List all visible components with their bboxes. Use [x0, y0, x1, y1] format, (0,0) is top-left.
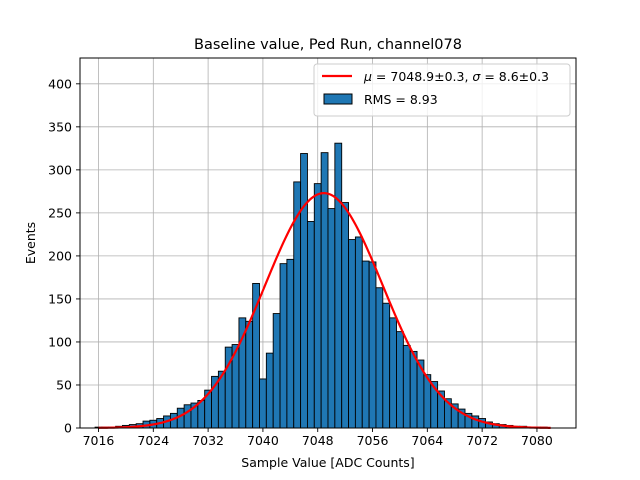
- histogram-bar: [389, 317, 397, 429]
- gaussian-fit-line: [98, 192, 551, 429]
- x-tick-label: 7024: [137, 433, 169, 448]
- x-axis-label: Sample Value [ADC Counts]: [241, 455, 414, 470]
- y-tick-label: 150: [48, 291, 72, 306]
- y-axis-label: Events: [23, 222, 38, 264]
- histogram-bar: [396, 331, 404, 429]
- legend-mu-text: = 7048.9±0.3,: [372, 69, 472, 84]
- legend-histogram-label: RMS = 8.93: [364, 92, 438, 107]
- histogram-bar: [409, 350, 418, 429]
- histogram-bar: [279, 263, 288, 429]
- histogram-bar: [368, 261, 377, 429]
- histogram-bar: [327, 208, 336, 429]
- x-tick-label: 7080: [521, 433, 553, 448]
- histogram-bar: [402, 344, 411, 429]
- legend-box: [313, 63, 571, 117]
- legend-mu-symbol: μ: [363, 69, 372, 84]
- x-tick-label: 7040: [247, 433, 279, 448]
- chart-title: Baseline value, Ped Run, channel078: [194, 37, 462, 53]
- plot-frame: [79, 57, 577, 429]
- histogram-bar: [382, 302, 391, 429]
- gaussian-fit: [98, 192, 551, 429]
- histogram-bar: [245, 320, 254, 429]
- y-tick-label: 0: [64, 421, 72, 436]
- y-tick-label: 250: [48, 205, 72, 220]
- y-tick-label: 300: [48, 162, 72, 177]
- y-tick-label: 100: [48, 334, 72, 349]
- histogram-bar: [286, 258, 295, 429]
- x-tick-label: 7016: [83, 433, 115, 448]
- y-tick-label: 400: [48, 76, 72, 91]
- histogram-bar: [265, 352, 274, 429]
- histogram-bar: [183, 404, 192, 429]
- histogram-bar: [348, 239, 356, 429]
- histogram-bar: [341, 202, 350, 429]
- histogram-bar: [306, 221, 315, 429]
- x-axis-ticks: 7016 7024 7032 7040 7048 7056 7064 7072 7080: [83, 428, 553, 448]
- y-tick-label: 350: [48, 119, 72, 134]
- histogram-bar: [354, 236, 363, 429]
- y-tick-label: 50: [56, 377, 72, 392]
- histogram-bar: [313, 183, 322, 429]
- x-tick-label: 7072: [466, 433, 498, 448]
- histogram-bar: [272, 313, 281, 429]
- x-tick-label: 7032: [192, 433, 224, 448]
- legend: μ = 7048.9±0.3, σ = 8.6±0.3 RMS = 8.93: [313, 63, 571, 117]
- legend-histogram-swatch: [323, 93, 353, 105]
- histogram-bar: [334, 142, 343, 429]
- y-axis-ticks: 0 50 100 150 200 250 300 350 400: [48, 76, 80, 436]
- x-tick-label: 7056: [357, 433, 389, 448]
- legend-sigma-symbol: σ: [472, 69, 481, 84]
- histogram-bar: [300, 153, 308, 429]
- histogram-bar: [375, 287, 384, 429]
- histogram-bar: [259, 378, 267, 429]
- x-tick-label: 7064: [411, 433, 443, 448]
- legend-sigma-text: = 8.6±0.3: [480, 69, 549, 84]
- histogram-bar: [361, 260, 370, 429]
- y-tick-label: 200: [48, 248, 72, 263]
- x-tick-label: 7048: [302, 433, 334, 448]
- legend-fit-label: μ = 7048.9±0.3, σ = 8.6±0.3: [363, 69, 549, 84]
